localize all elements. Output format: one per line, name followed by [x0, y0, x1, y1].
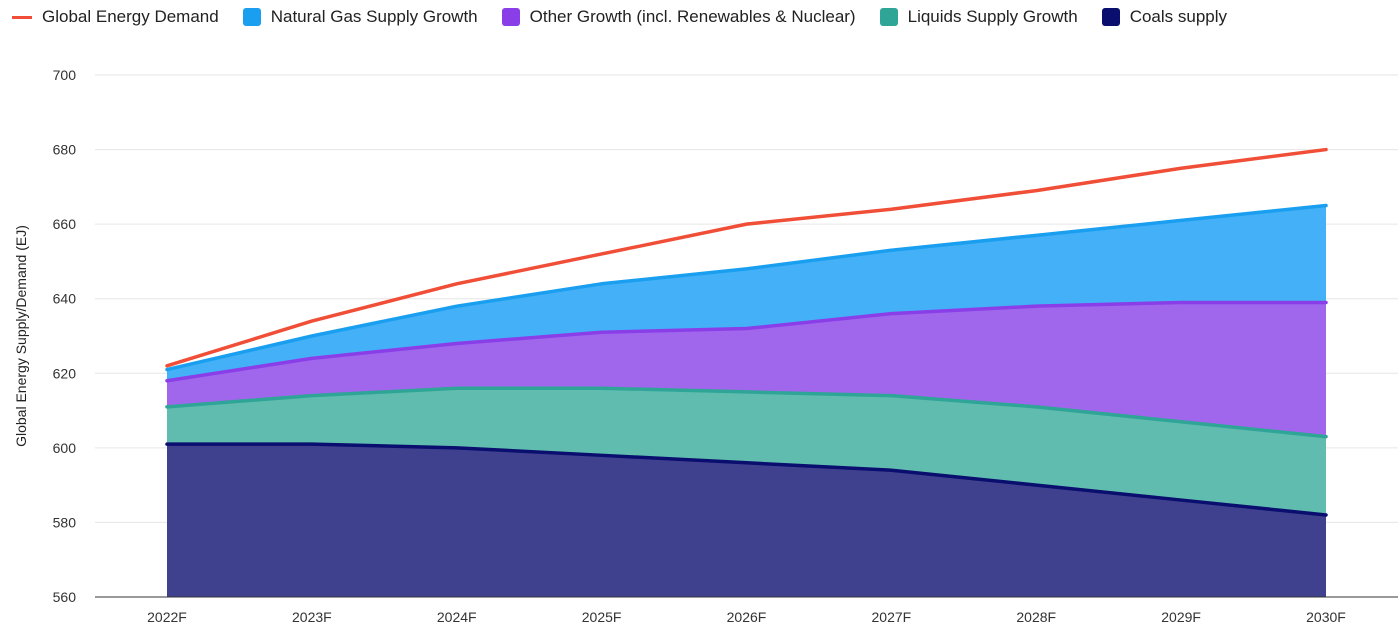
stacked-areas — [167, 205, 1326, 597]
legend-item-coals-supply: Coals supply — [1101, 7, 1228, 27]
line-coals-supply — [165, 442, 1328, 517]
legend-label: Coals supply — [1129, 7, 1228, 26]
x-tick-label: 2025F — [582, 609, 622, 625]
series-lines — [165, 147, 1328, 517]
y-axis-title: Global Energy Supply/Demand (EJ) — [13, 225, 29, 447]
x-tick-label: 2024F — [437, 609, 477, 625]
legend-item-natural-gas-supply-growth: Natural Gas Supply Growth — [242, 7, 478, 27]
x-tick-label: 2023F — [292, 609, 332, 625]
y-tick-label: 580 — [53, 514, 77, 530]
legend-label: Global Energy Demand — [42, 7, 219, 26]
y-tick-label: 640 — [53, 291, 77, 307]
x-tick-label: 2026F — [727, 609, 767, 625]
line-global-energy-demand — [165, 147, 1328, 368]
legend-swatch — [242, 8, 261, 26]
legend-item-global-energy-demand: Global Energy Demand — [12, 7, 219, 27]
y-tick-label: 680 — [53, 142, 77, 158]
legend-item-other-growth-incl-renewables-nuclear: Other Growth (incl. Renewables & Nuclear… — [501, 7, 856, 27]
legend-label: Natural Gas Supply Growth — [270, 7, 478, 26]
x-tick-label: 2029F — [1161, 609, 1201, 625]
legend-label: Liquids Supply Growth — [907, 7, 1078, 26]
legend-swatch — [1101, 8, 1120, 26]
line-liquids-supply-growth — [165, 386, 1328, 439]
legend-swatch — [501, 8, 520, 26]
legend-swatch — [12, 15, 32, 19]
x-tick-label: 2022F — [147, 609, 187, 625]
area-other-growth-incl-renewables-nuclear — [167, 302, 1326, 437]
x-tick-label: 2030F — [1306, 609, 1346, 625]
line-natural-gas-supply-growth — [165, 203, 1328, 372]
legend-item-liquids-supply-growth: Liquids Supply Growth — [879, 7, 1078, 27]
y-tick-label: 700 — [53, 67, 77, 83]
axes: 560 580 600 620 640 660 680 700 2022F 2023F 2024F 2… — [53, 67, 1398, 625]
y-tick-label: 660 — [53, 216, 77, 232]
y-tick-label: 600 — [53, 440, 77, 456]
x-tick-label: 2028F — [1016, 609, 1056, 625]
legend-label: Other Growth (incl. Renewables & Nuclear… — [529, 7, 856, 26]
chart-legend: Global Energy Demand Natural Gas Supply G… — [12, 6, 1251, 28]
x-tick-label: 2027F — [872, 609, 912, 625]
area-liquids-supply-growth — [167, 388, 1326, 515]
y-tick-label: 560 — [53, 589, 77, 605]
line-other-growth-incl-renewables-nuclear — [165, 300, 1328, 383]
area-coals-supply — [167, 444, 1326, 597]
y-tick-label: 620 — [53, 365, 77, 381]
legend-swatch — [879, 8, 898, 26]
area-natural-gas-supply-growth — [167, 205, 1326, 381]
